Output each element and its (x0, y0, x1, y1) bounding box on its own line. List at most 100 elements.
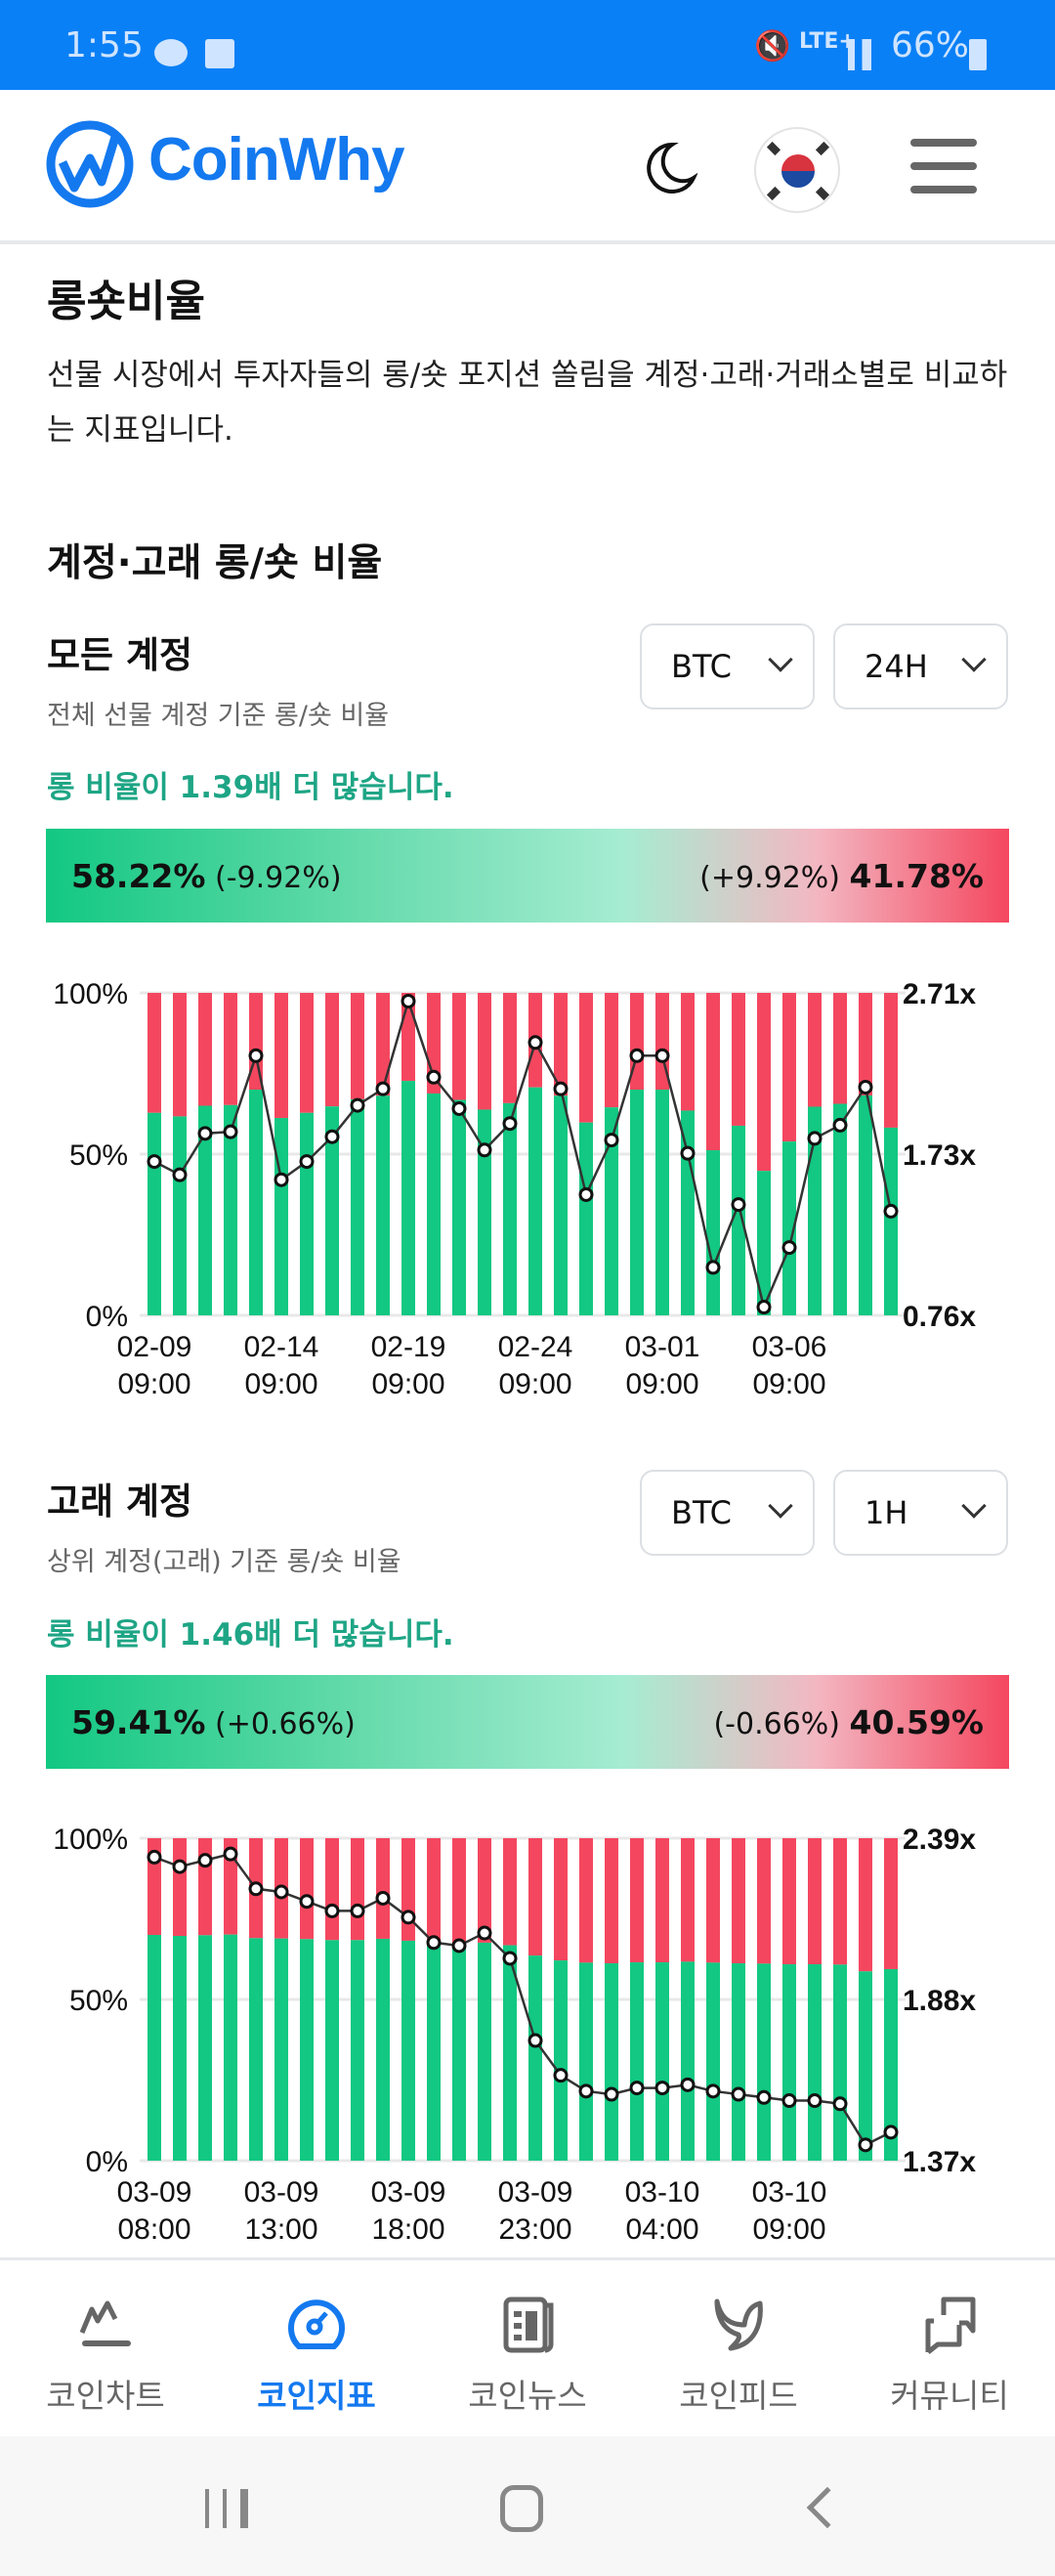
short-bar (351, 993, 364, 1099)
ratio-point (451, 1938, 467, 1953)
interval-select-value: 24H (865, 648, 928, 685)
short-bar (300, 1838, 314, 1940)
long-bar (478, 1109, 491, 1315)
chat-icon (925, 2297, 976, 2354)
long-bar (376, 1095, 390, 1315)
whale-accounts-subtitle: 상위 계정(고래) 기준 롱/숏 비율 (47, 1547, 401, 1577)
ratio-point (807, 2093, 823, 2109)
page-description: 선물 시장에서 투자자들의 롱/숏 포지션 쏠림을 계정·고래·거래소별로 비교… (47, 358, 1008, 448)
long-bar (300, 1939, 314, 2161)
ratio-point (197, 1126, 213, 1141)
recent-apps-icon[interactable] (205, 2489, 248, 2528)
x-axis-label-date: 02-14 (244, 1331, 319, 1363)
long-bar (427, 1093, 441, 1315)
short-bar (198, 1838, 212, 1936)
ratio-message: 롱 비율이 1.39배 더 많습니다. (47, 770, 454, 805)
ratio-point (858, 1079, 873, 1095)
ratio-point (654, 2081, 670, 2096)
ratio-point (274, 1884, 289, 1900)
chevron-down-icon (961, 1493, 987, 1519)
ratio-point (147, 1154, 162, 1170)
ratio-point (502, 1951, 518, 1966)
nav-coin-indicator[interactable]: 코인지표 (211, 2260, 422, 2436)
x-axis-label-date: 03-09 (498, 2176, 573, 2209)
nav-community[interactable]: 커뮤니티 (844, 2260, 1055, 2436)
short-bar (325, 1838, 339, 1941)
long-bar (782, 1964, 796, 2161)
long-bar (249, 1090, 263, 1315)
long-bar (757, 1171, 771, 1315)
long-bar (325, 1940, 339, 2161)
long-bar (706, 1962, 720, 2161)
long-bar (782, 1141, 796, 1315)
x-axis-label-date: 03-06 (752, 1331, 827, 1363)
long-bar (173, 1935, 187, 2161)
all-accounts-subtitle: 전체 선물 계정 기준 롱/숏 비율 (47, 701, 390, 731)
x-axis-label-date: 02-09 (117, 1331, 192, 1363)
short-bar (655, 1838, 669, 1963)
ratio-point (324, 1903, 340, 1918)
right-axis-tick: 1.37x (903, 2146, 976, 2178)
short-bar (808, 1838, 822, 1965)
long-bar (427, 1943, 441, 2161)
short-bar (706, 993, 720, 1151)
interval-select[interactable]: 1H (833, 1470, 1008, 1556)
ratio-point (680, 2077, 696, 2092)
short-bar (173, 1838, 187, 1936)
short-share: (+9.92%) 41.78% (699, 856, 984, 895)
ratio-point (705, 1260, 721, 1275)
newspaper-icon (503, 2297, 554, 2353)
long-bar (605, 1963, 618, 2161)
long-bar (554, 1095, 568, 1315)
ratio-point (426, 1069, 442, 1085)
ratio-point (350, 1097, 365, 1113)
home-icon[interactable] (500, 2485, 543, 2532)
korea-flag-icon[interactable] (754, 127, 840, 213)
nav-coin-news[interactable]: 코인뉴스 (422, 2260, 633, 2436)
x-axis-label-time: 18:00 (371, 2213, 444, 2246)
short-bar (833, 1838, 847, 1965)
left-axis-tick: 100% (53, 1824, 128, 1856)
moon-icon[interactable] (645, 141, 697, 193)
nav-coin-chart[interactable]: 코인차트 (0, 2260, 211, 2436)
short-bar (859, 993, 872, 1095)
coinwhy-logo-icon[interactable] (45, 117, 135, 211)
x-axis-label-date: 03-10 (625, 2176, 700, 2209)
long-bar (401, 1940, 415, 2161)
short-bar (478, 1838, 491, 1943)
coin-select[interactable]: BTC (640, 1470, 815, 1556)
short-bar (605, 1838, 618, 1964)
ratio-point (223, 1846, 238, 1862)
ratio-point (756, 2089, 772, 2105)
back-icon[interactable] (806, 2486, 849, 2529)
chevron-down-icon (768, 647, 793, 672)
ratio-point (375, 1890, 391, 1906)
signal-icon (848, 39, 871, 70)
x-axis-label-time: 09:00 (498, 1368, 571, 1400)
long-bar (274, 1938, 288, 2161)
ratio-point (781, 1240, 797, 1256)
short-bar (884, 993, 898, 1128)
long-bar (630, 1090, 644, 1315)
logo-text[interactable]: CoinWhy (148, 126, 405, 193)
short-bar (732, 993, 745, 1126)
long-bar (579, 1962, 593, 2161)
x-axis-label-time: 09:00 (752, 2213, 825, 2246)
menu-icon[interactable] (910, 139, 977, 193)
battery-label: 66% (891, 25, 970, 65)
left-axis-tick: 0% (86, 2146, 128, 2178)
long-bar (681, 1961, 695, 2161)
short-bar (706, 1838, 720, 1963)
nav-coin-feed[interactable]: 코인피드 (633, 2260, 844, 2436)
long-bar (224, 1934, 237, 2161)
ratio-point (375, 1081, 391, 1096)
x-axis-label-time: 13:00 (244, 2213, 317, 2246)
interval-select[interactable]: 24H (833, 623, 1008, 709)
short-bar (148, 993, 161, 1113)
ratio-point (731, 2086, 746, 2102)
short-bar (401, 1838, 415, 1941)
short-bar (605, 993, 618, 1108)
coin-select[interactable]: BTC (640, 623, 815, 709)
long-short-gauge: 59.41% (+0.66%) (-0.66%) 40.59% (46, 1675, 1009, 1769)
long-share: 58.22% (-9.92%) (71, 856, 342, 895)
